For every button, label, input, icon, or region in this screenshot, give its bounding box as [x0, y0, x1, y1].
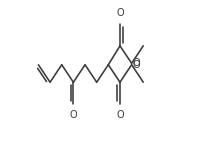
Text: O: O: [69, 110, 77, 120]
Text: O: O: [132, 60, 140, 70]
Text: O: O: [116, 8, 123, 18]
Text: O: O: [116, 110, 123, 120]
Text: O: O: [132, 58, 140, 68]
